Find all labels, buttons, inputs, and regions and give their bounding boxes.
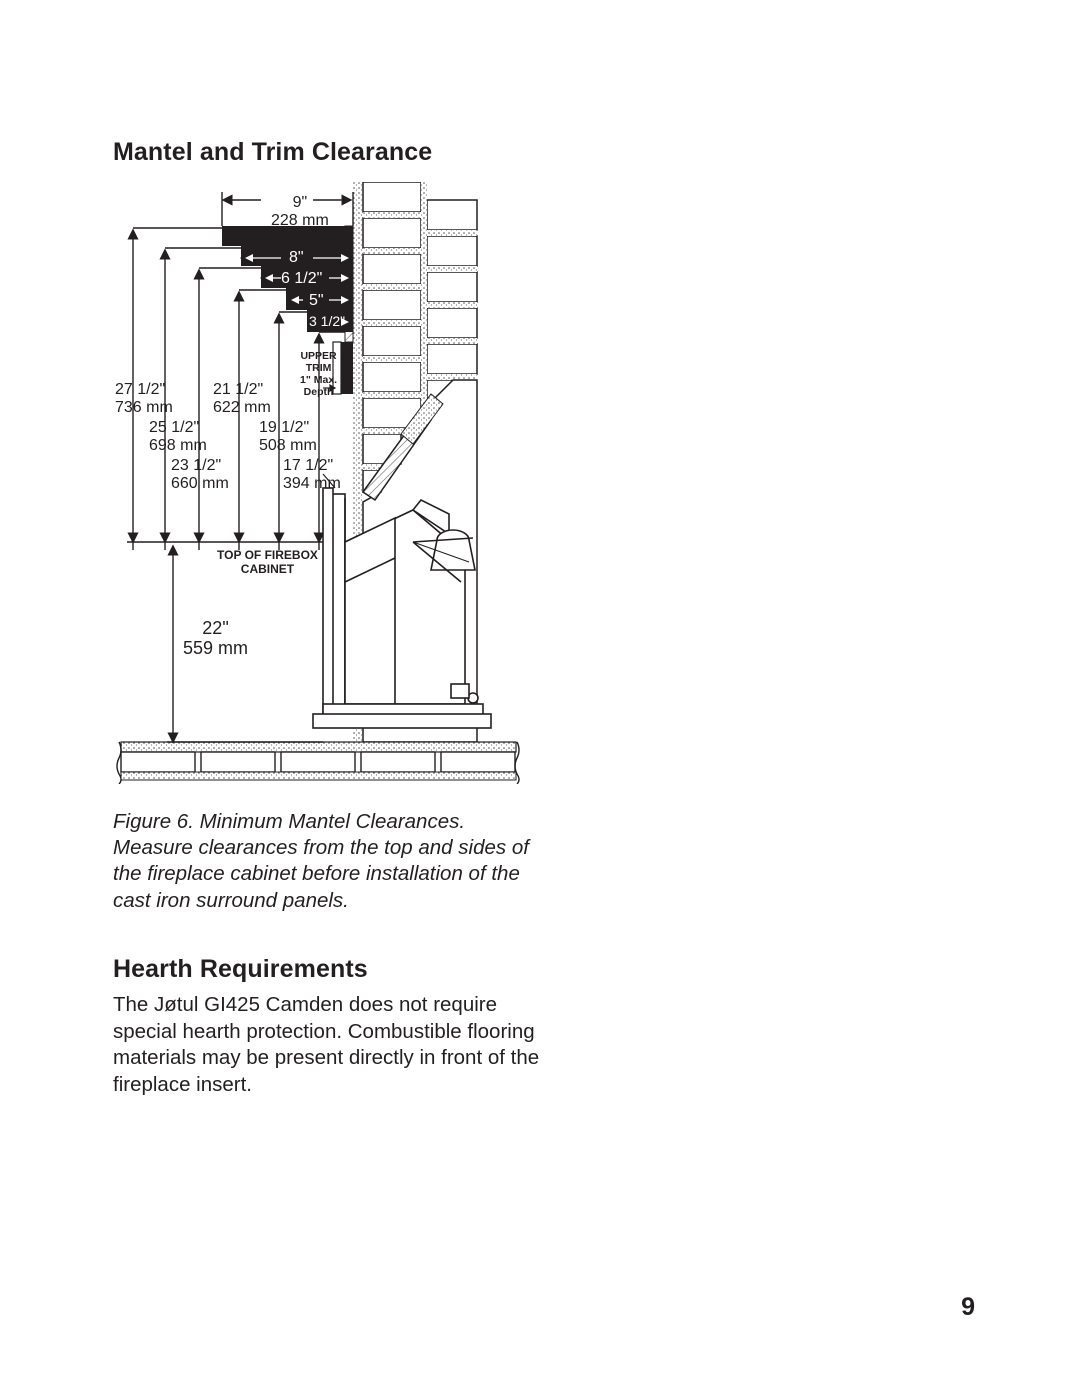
dim-25-5: 25 1/2"698 mm — [149, 419, 207, 455]
label-firebox-top: TOP OF FIREBOX CABINET — [217, 549, 318, 577]
floor — [117, 742, 519, 784]
dim-17-5: 17 1/2"394 mm — [283, 457, 341, 493]
dim-23-5: 23 1/2"660 mm — [171, 457, 229, 493]
dim-22: 22" 559 mm — [183, 618, 248, 658]
dim-step-5: 5" — [309, 292, 324, 310]
heading-mantel: Mantel and Trim Clearance — [113, 138, 432, 167]
dim-19-5: 19 1/2"508 mm — [259, 419, 317, 455]
label-upper-trim: UPPER TRIM 1" Max. Depth — [300, 350, 337, 398]
dim-top: 9" 228 mm — [271, 194, 329, 230]
dim-step-8: 8" — [289, 249, 304, 267]
mantel-clearance-diagram: 9" 228 mm 8" 6 1/2" 5" 3 1/2" UPPER TRIM… — [113, 182, 524, 784]
hearth-body: The Jøtul GI425 Camden does not require … — [113, 992, 543, 1099]
page-number: 9 — [961, 1293, 975, 1322]
dim-27-5: 27 1/2"736 mm — [115, 381, 173, 417]
page: Mantel and Trim Clearance — [0, 0, 1080, 1397]
heading-hearth: Hearth Requirements — [113, 955, 368, 984]
figure-caption: Figure 6. Minimum Mantel Clearances. Mea… — [113, 809, 543, 914]
dim-21-5: 21 1/2"622 mm — [213, 381, 271, 417]
dim-step-3-5: 3 1/2" — [309, 314, 345, 330]
dim-step-6-5: 6 1/2" — [281, 270, 322, 288]
